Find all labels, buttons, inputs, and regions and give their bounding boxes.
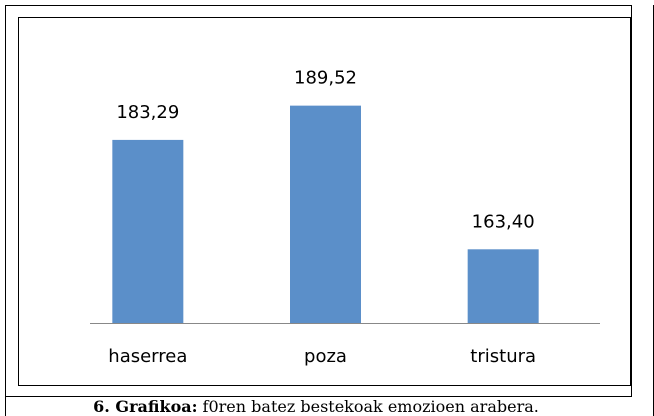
- table-cell: [5, 5, 632, 397]
- chart-frame: [18, 17, 631, 386]
- caption-text: f0ren batez bestekoak emozioen arabera.: [202, 397, 539, 416]
- value-label: 183,29: [116, 102, 179, 123]
- bar: [290, 105, 361, 323]
- bar: [467, 249, 539, 323]
- caption-label: 6. Grafikoa:: [93, 397, 198, 416]
- x-tick-label: tristura: [470, 346, 536, 367]
- caption: 6. Grafikoa: f0ren batez bestekoak emozio…: [0, 397, 632, 416]
- x-tick-label: poza: [304, 346, 347, 367]
- value-label: 189,52: [294, 68, 357, 89]
- bar: [112, 139, 184, 323]
- value-label: 163,40: [472, 211, 535, 232]
- x-tick-label: haserrea: [108, 346, 187, 367]
